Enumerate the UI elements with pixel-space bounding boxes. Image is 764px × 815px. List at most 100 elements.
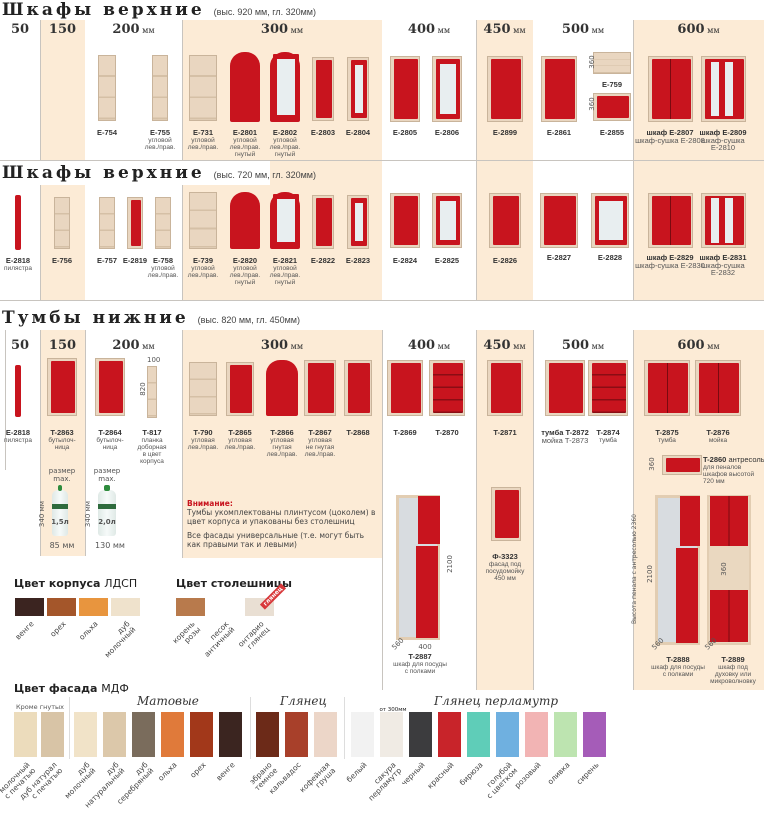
item-code: шкаф E-2809 xyxy=(699,128,747,137)
title-text: Тумбы нижние xyxy=(2,308,189,328)
note: для пеналов шкафов высотой 720 мм xyxy=(703,464,755,485)
facade-color-swatch xyxy=(285,712,308,757)
item-label: T-2866 угловая гнутая лев./прав. xyxy=(267,428,297,458)
bottle-size-title: размер max. xyxy=(93,467,121,483)
item-code: T-817 xyxy=(142,428,162,437)
facade-color-swatch xyxy=(525,712,548,757)
item-label: E-2819 xyxy=(123,256,147,265)
cabinet-E-2827 xyxy=(540,193,578,248)
item-label: E-2820 угловой лев./прав. гнутый xyxy=(230,256,260,286)
cabinet-T-2866 xyxy=(266,360,298,416)
cabinet-шкаф-E-2829 xyxy=(647,193,693,248)
door xyxy=(676,548,698,643)
width-header: 450 мм xyxy=(476,338,533,353)
label-T-2860: T-2860 антресоль для пеналов шкафов высот… xyxy=(703,455,764,485)
cabinet-T-2868 xyxy=(344,360,372,416)
facade-color-swatch xyxy=(351,712,374,757)
item-code: E-2818 xyxy=(5,428,31,437)
item-caption: шкаф-сушка E-2810 xyxy=(701,136,745,152)
cabinet-E-731 xyxy=(189,55,217,121)
item-label: E-755 угловой лев./прав. xyxy=(145,128,175,151)
row-divider xyxy=(0,300,764,301)
width-header: 600 мм xyxy=(633,338,764,353)
code: T-2887 xyxy=(408,652,432,661)
width-header: 450 мм xyxy=(476,22,533,37)
item-label: T-817 планка доборная в цвет корпуса xyxy=(137,428,166,465)
label-F-3323: Ф-3323 фасад под посудомойку 450 мм xyxy=(486,552,525,582)
item-caption: пилястра xyxy=(4,265,32,272)
width-header: 500 мм xyxy=(533,338,633,353)
cabinet-T-2874 xyxy=(588,360,628,416)
item-code: T-2875 xyxy=(655,428,679,437)
cabinet-T-817 xyxy=(147,366,157,418)
facade-color-swatch xyxy=(496,712,519,757)
cabinet-E-2819 xyxy=(127,197,143,249)
item-code: T-2867 xyxy=(308,428,332,437)
cabinet-T-2870 xyxy=(429,360,465,416)
item-label: E-2861 xyxy=(547,128,571,137)
door xyxy=(680,496,700,546)
item-code: T-2876 xyxy=(706,428,730,437)
cabinet-E-2823 xyxy=(347,195,369,249)
cabinet-E-2861 xyxy=(541,56,577,122)
bottle-volume: 2,0л xyxy=(98,518,116,526)
code: Ф-3323 xyxy=(492,552,518,561)
width-header: 400 мм xyxy=(382,22,476,37)
cabinet-T-2864 xyxy=(95,358,125,416)
cabinet-E-755 xyxy=(152,55,168,121)
row-divider xyxy=(0,160,764,161)
bottle-width: 85 мм xyxy=(49,541,75,550)
facade-color-swatch xyxy=(467,712,490,757)
cabinet-E-2828 xyxy=(591,193,629,248)
column-bg-400 xyxy=(382,330,476,690)
width-header: 150 xyxy=(40,338,85,353)
height-note: Высота пенала с антресолью 2360 xyxy=(631,514,638,624)
notice-block: Внимание: Тумбы укомплектованы плинтусом… xyxy=(187,499,377,549)
item-label: E-2801 угловой лев./прав. гнутый xyxy=(230,128,260,158)
item-label: E-754 xyxy=(97,128,117,137)
width-header: 50 xyxy=(0,338,40,353)
item-code: E-2827 xyxy=(546,253,572,262)
facade-color-swatch xyxy=(409,712,432,757)
cabinet-E-2818 xyxy=(15,195,21,250)
item-code: шкаф E-2829 xyxy=(646,253,694,262)
width-value: 50 xyxy=(10,338,30,353)
item-label: E-2818 пилястра xyxy=(4,256,32,272)
item-caption: угловая не гнутая лев./прав. xyxy=(304,437,336,458)
facade-color-swatch xyxy=(256,712,279,757)
item-label: E-2825 xyxy=(435,256,459,265)
item-label: E-2821 угловой лев./прав. гнутый xyxy=(270,256,300,286)
item-label: E-2823 xyxy=(346,256,370,265)
item-label: T-2863 бутылоч- ница xyxy=(48,428,75,451)
top-colors-title: Цвет столешницы xyxy=(176,577,292,590)
item-code: E-2818 xyxy=(5,256,31,265)
cabinet-T-2875 xyxy=(644,360,690,416)
item-label: T-2868 xyxy=(346,428,369,437)
cabinet-E-2822 xyxy=(312,195,334,249)
width-header: 400 мм xyxy=(382,338,476,353)
notice-line-2: Все фасады универсальные (т.е. могут быт… xyxy=(187,531,365,549)
width-header: 300 мм xyxy=(182,22,382,37)
title-bold: Цвет корпуса xyxy=(14,577,101,590)
item-label: E-2828 xyxy=(598,253,622,262)
item-caption: угловая лев./прав. xyxy=(187,437,219,451)
item-code: E-759 xyxy=(601,80,623,89)
column-bg-500 xyxy=(533,330,633,690)
item-caption: пилястра xyxy=(4,437,32,444)
facade-color-swatch xyxy=(132,712,155,757)
cabinet-E-2824 xyxy=(390,193,420,248)
item-label: E-758 угловой лев./прав. xyxy=(148,256,178,279)
width-value: 50 xyxy=(10,22,30,37)
group-label: Матовые xyxy=(137,694,199,708)
cabinet-шкаф-E-2831 xyxy=(700,193,746,248)
item-caption: угловой лев./прав. гнутый xyxy=(229,137,261,158)
width-value: 200 xyxy=(112,22,140,37)
cabinet-E-2821 xyxy=(270,192,300,249)
facade-color-swatch xyxy=(554,712,577,757)
item-caption: угловой лев./прав. xyxy=(147,265,179,279)
item-label: T-790 угловая лев./прав. xyxy=(188,428,218,451)
dim-mezzanine-height: 360 xyxy=(648,457,656,471)
width-unit: мм xyxy=(510,342,526,351)
width-header: 500 мм xyxy=(533,22,633,37)
width-value: 300 xyxy=(260,22,289,37)
